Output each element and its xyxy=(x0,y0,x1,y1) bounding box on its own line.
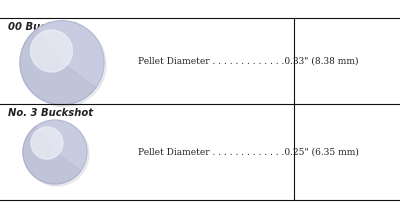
Polygon shape xyxy=(23,126,81,184)
Polygon shape xyxy=(20,29,96,105)
Text: 00 Buckshot: 00 Buckshot xyxy=(8,22,78,32)
Circle shape xyxy=(23,120,87,184)
Circle shape xyxy=(30,30,72,72)
Text: No. 3 Buckshot: No. 3 Buckshot xyxy=(8,108,93,118)
Text: Pellet Diameter . . . . . . . . . . . . .0.33" (8.38 mm): Pellet Diameter . . . . . . . . . . . . … xyxy=(138,57,358,66)
Text: Pellet Diameter . . . . . . . . . . . . .0.25" (6.35 mm): Pellet Diameter . . . . . . . . . . . . … xyxy=(138,147,359,156)
Circle shape xyxy=(20,21,104,105)
Circle shape xyxy=(22,23,106,107)
Circle shape xyxy=(25,122,89,186)
Circle shape xyxy=(31,127,63,159)
